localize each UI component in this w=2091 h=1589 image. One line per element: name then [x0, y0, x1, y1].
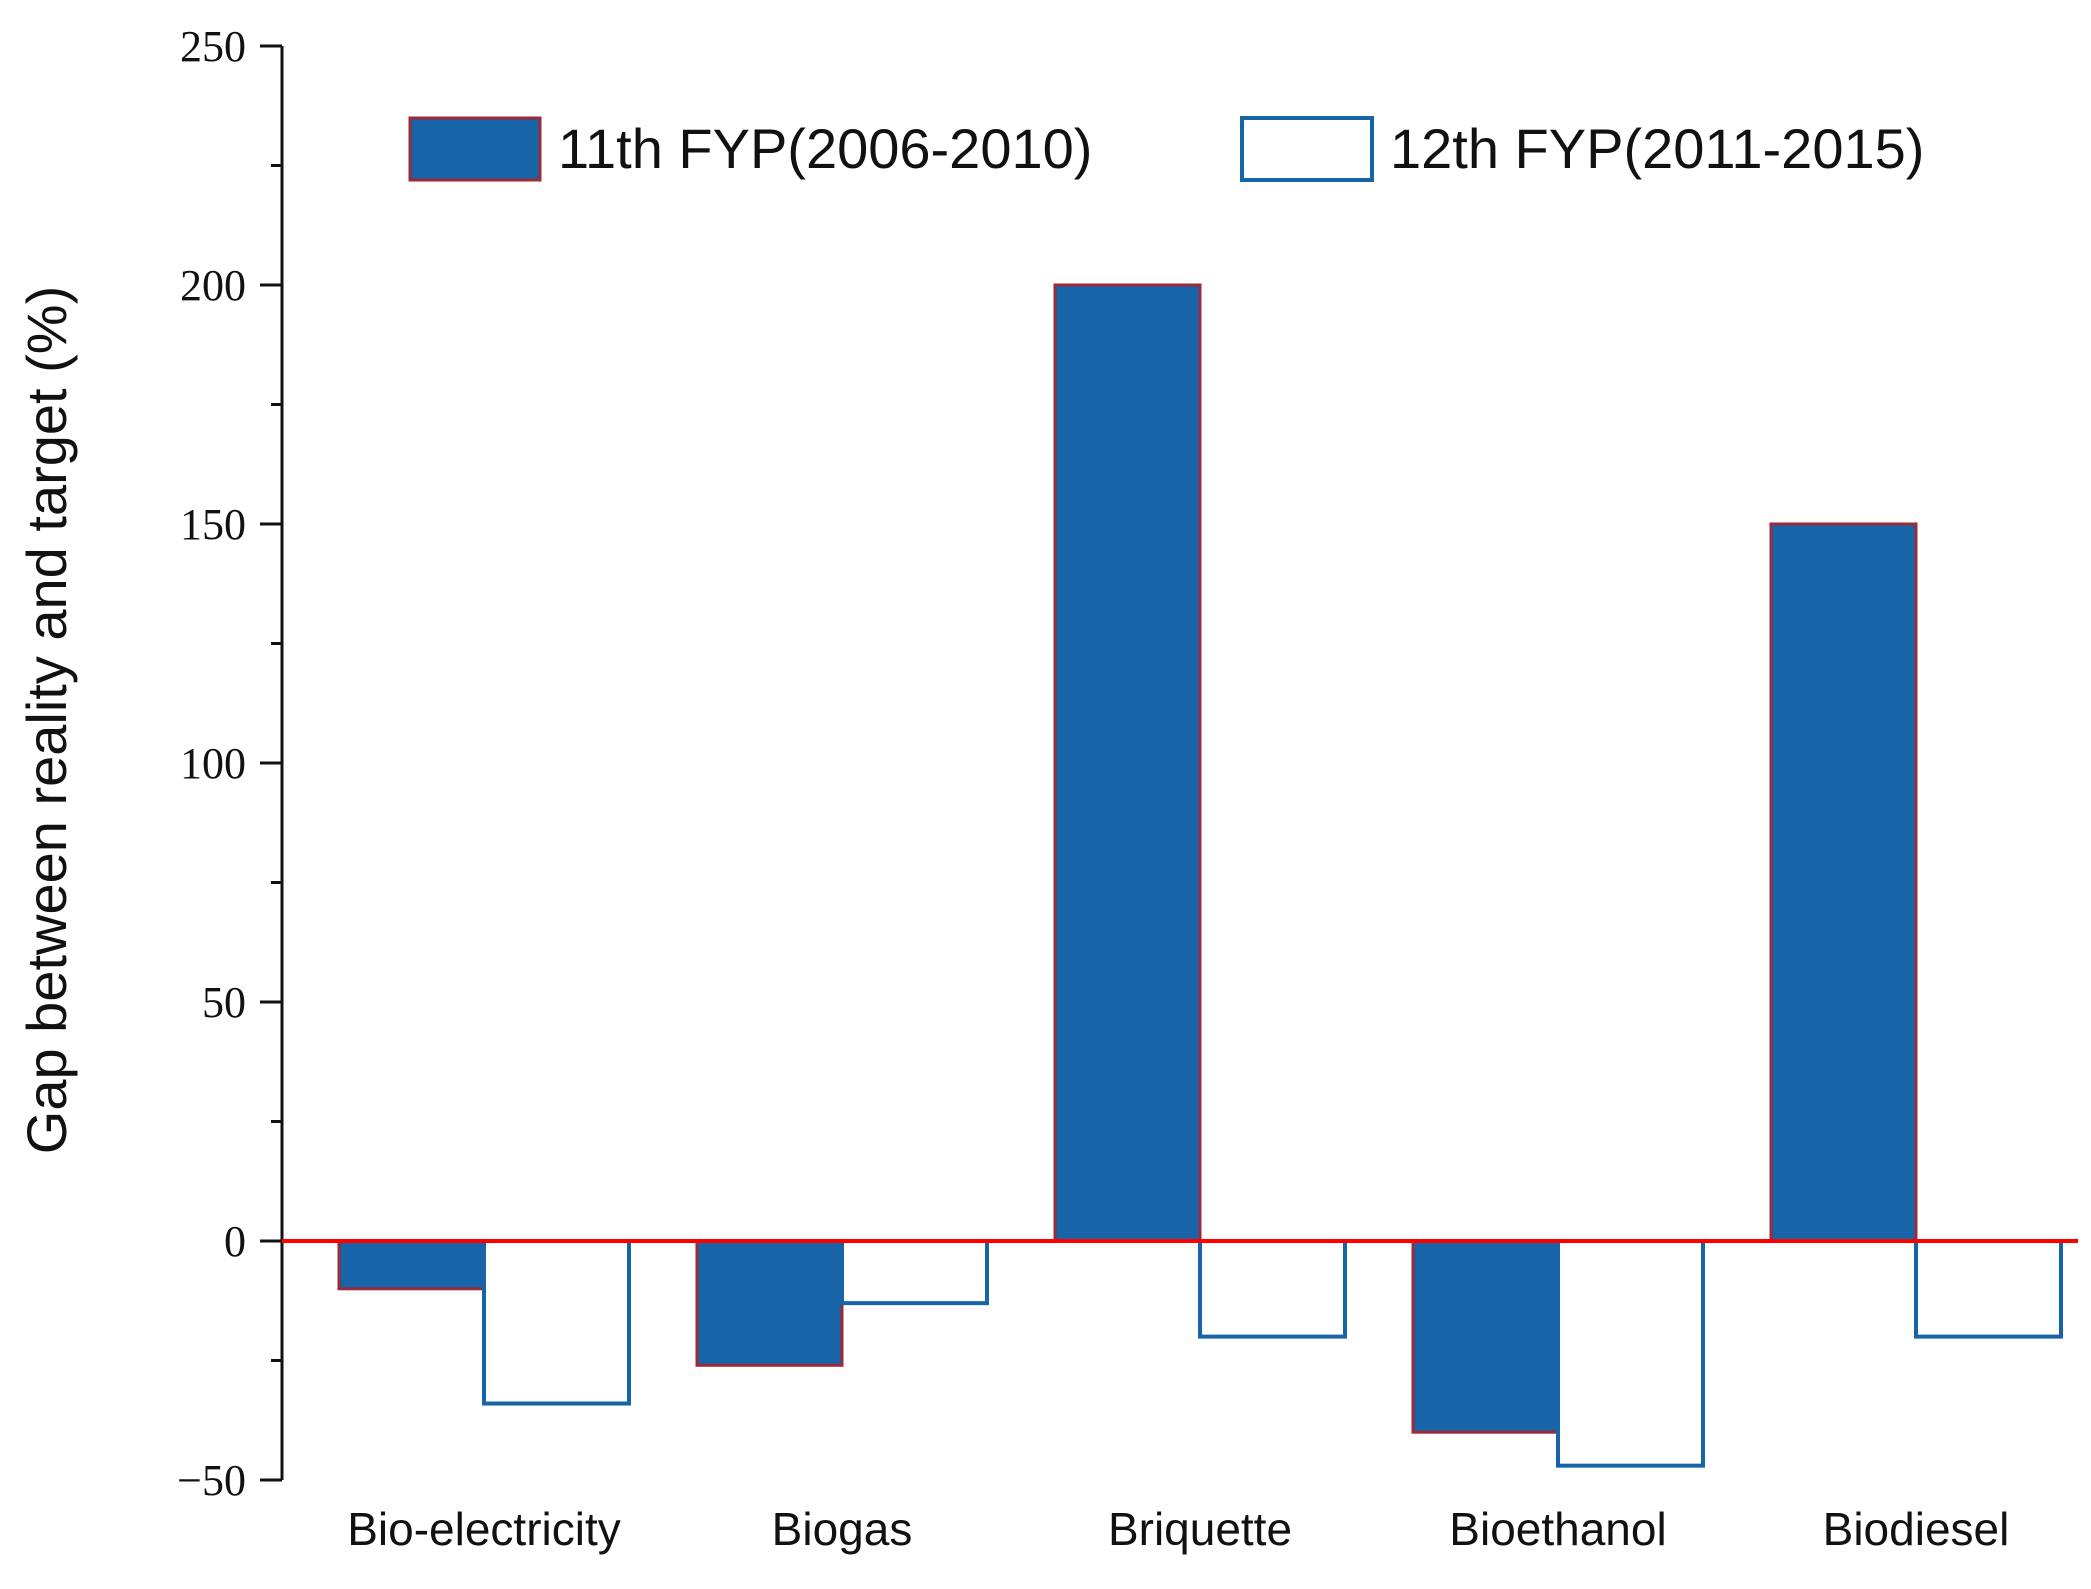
bar-biodiesel-series-1 [1769, 522, 1918, 1243]
legend-swatch-11th-fyp [408, 116, 542, 182]
y-tick-label: 0 [224, 1217, 246, 1266]
y-axis-title: Gap between reality and target (%) [15, 286, 78, 1154]
axes [260, 44, 284, 1482]
legend-swatch-12th-fyp [1240, 116, 1374, 182]
x-category-label: Briquette [1108, 1503, 1292, 1555]
legend: 11th FYP(2006-2010) 12th FYP(2011-2015) [408, 116, 1924, 182]
bar-bio-electricity-series-1 [337, 1239, 486, 1291]
x-category-label: Biodiesel [1823, 1503, 2010, 1555]
bar-bioethanol-series-1 [1411, 1239, 1560, 1434]
legend-label-12th-fyp: 12th FYP(2011-2015) [1390, 117, 1924, 180]
x-category-label: Bioethanol [1449, 1503, 1666, 1555]
y-tick-label: 150 [180, 500, 246, 549]
bar-briquette-series-1 [1053, 283, 1202, 1243]
bar-briquette-series-2 [1198, 1239, 1347, 1339]
x-category-label: Bio-electricity [347, 1503, 621, 1555]
x-category-label: Biogas [772, 1503, 913, 1555]
bar-biodiesel-series-2 [1914, 1239, 2063, 1339]
y-tick-label: −50 [177, 1456, 246, 1505]
bar-biogas-series-1 [695, 1239, 844, 1367]
y-tick-label: 250 [180, 22, 246, 71]
y-tick-label: 50 [202, 978, 246, 1027]
y-tick-label: 200 [180, 261, 246, 310]
bar-bioethanol-series-2 [1556, 1239, 1705, 1468]
labels: −50 0 50 100 150 200 250 Bio-electricity Biogas B… [177, 22, 2009, 1555]
bar-biogas-series-2 [840, 1239, 989, 1306]
legend-label-11th-fyp: 11th FYP(2006-2010) [558, 117, 1092, 180]
y-tick-label: 100 [180, 739, 246, 788]
bar-bio-electricity-series-2 [482, 1239, 631, 1406]
bars [337, 283, 2063, 1468]
